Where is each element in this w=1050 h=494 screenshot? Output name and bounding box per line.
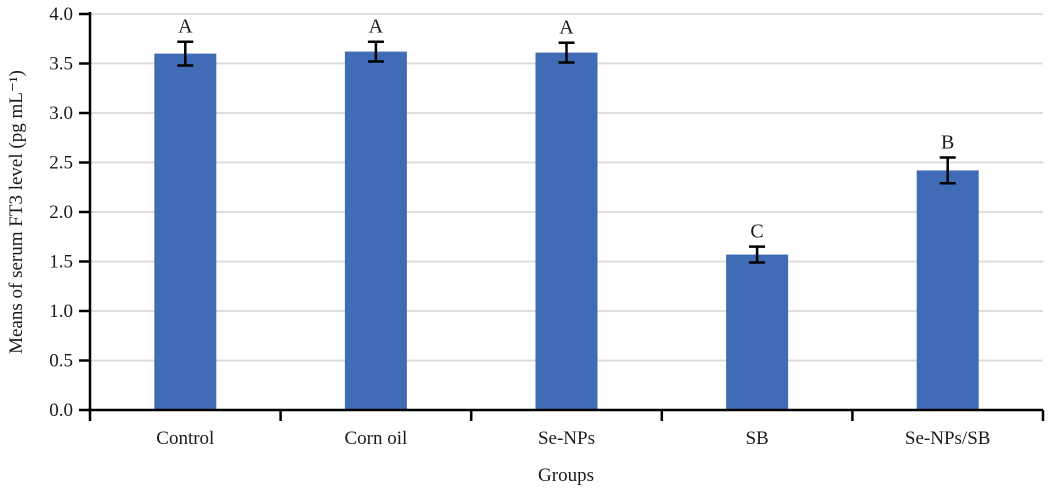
y-tick-label: 0.5: [49, 351, 73, 372]
error-bar: [749, 245, 766, 264]
significance-letter: A: [178, 16, 193, 38]
y-tick-label: 4.0: [49, 4, 73, 25]
x-category-label: Se-NPs/SB: [905, 428, 991, 449]
y-tick-label: 1.0: [49, 301, 73, 322]
bar-control: [154, 53, 217, 410]
error-bar: [367, 40, 384, 63]
bar-sb: [726, 254, 789, 410]
error-bar: [177, 40, 194, 67]
bar-se-nps-sb: [916, 170, 979, 410]
y-axis-title: Means of serum FT3 level (pg mL⁻¹): [6, 70, 27, 354]
error-bar: [558, 41, 575, 64]
axes: [79, 12, 1045, 421]
significance-letters: A A A C B: [178, 16, 954, 243]
y-tick-label: 0.0: [49, 400, 73, 421]
x-category-labels: Control Corn oil Se-NPs SB Se-NPs/SB: [156, 428, 990, 449]
y-tick-label: 3.5: [49, 54, 73, 75]
bars: [154, 51, 979, 411]
x-axis-title: Groups: [538, 465, 594, 486]
significance-letter: A: [559, 17, 574, 39]
error-bar: [939, 156, 956, 185]
y-tick-label: 2.5: [49, 153, 73, 174]
significance-letter: C: [750, 221, 763, 243]
error-bars: [177, 40, 956, 264]
y-tick-label: 1.5: [49, 252, 73, 273]
significance-letter: B: [941, 132, 954, 154]
x-category-label: Corn oil: [344, 428, 407, 449]
y-tick-label: 2.0: [49, 202, 73, 223]
x-category-label: Se-NPs: [538, 428, 595, 449]
bar-se-nps: [535, 52, 598, 411]
x-category-label: Control: [156, 428, 214, 449]
x-category-label: SB: [745, 428, 768, 449]
y-tick-labels: 0.0 0.5 1.0 1.5 2.0 2.5 3.0 3.5 4.0: [49, 4, 73, 421]
significance-letter: A: [369, 16, 384, 38]
bar-corn-oil: [344, 51, 407, 411]
y-tick-label: 3.0: [49, 103, 73, 124]
